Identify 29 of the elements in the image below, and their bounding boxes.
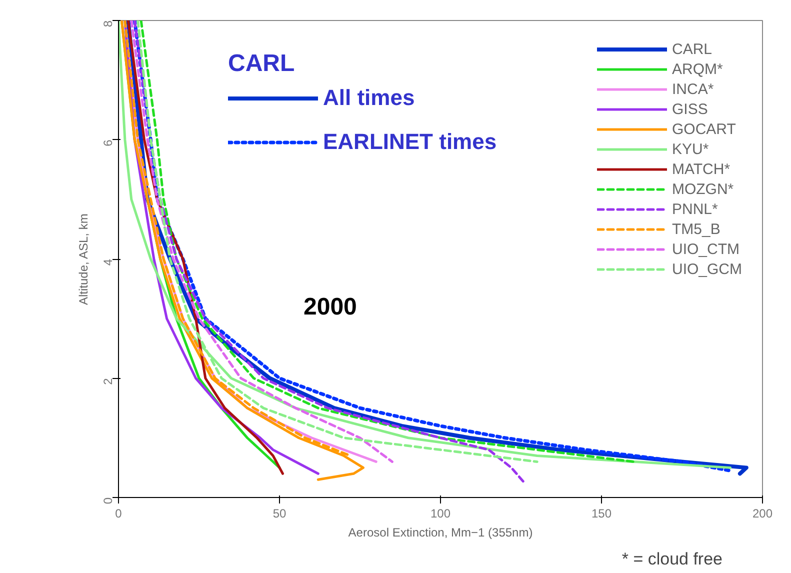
x-tick-label: 150 (591, 506, 612, 520)
y-tick-label: 6 (101, 139, 115, 146)
legend-label: EARLINET times (323, 129, 497, 155)
x-tick-label: 50 (272, 506, 286, 520)
legend-label: All times (323, 85, 415, 111)
legend-label: KYU* (672, 140, 709, 158)
legend-label: INCA* (672, 80, 714, 98)
y-tick-label: 0 (101, 497, 115, 504)
legend-label: PNNL* (672, 200, 718, 218)
y-axis-title: Altitude, ASL, km (76, 214, 90, 306)
legend-label: MATCH* (672, 160, 730, 178)
legend-label: UIO_CTM (672, 240, 740, 258)
x-tick-label: 200 (752, 506, 773, 520)
legend-label: GOCART (672, 120, 736, 138)
y-tick-label: 4 (101, 258, 115, 266)
text: * = cloud free (622, 550, 723, 568)
legend-label: UIO_GCM (672, 260, 742, 278)
x-axis-title: Aerosol Extinction, Mm−1 (355nm) (348, 526, 533, 540)
annotation: 2000 (304, 294, 357, 320)
x-tick-label: 100 (430, 506, 451, 520)
legend-label: GISS (672, 100, 708, 118)
y-tick-label: 8 (101, 20, 115, 28)
legend-label: MOZGN* (672, 180, 734, 198)
text: CARL (672, 40, 712, 58)
line-series (140, 20, 635, 463)
legend-label: ARQM* (672, 60, 723, 78)
legend-title: CARL (228, 50, 296, 78)
y-tick-label: 2 (101, 378, 115, 385)
legend-label: TM5_B (672, 220, 720, 238)
